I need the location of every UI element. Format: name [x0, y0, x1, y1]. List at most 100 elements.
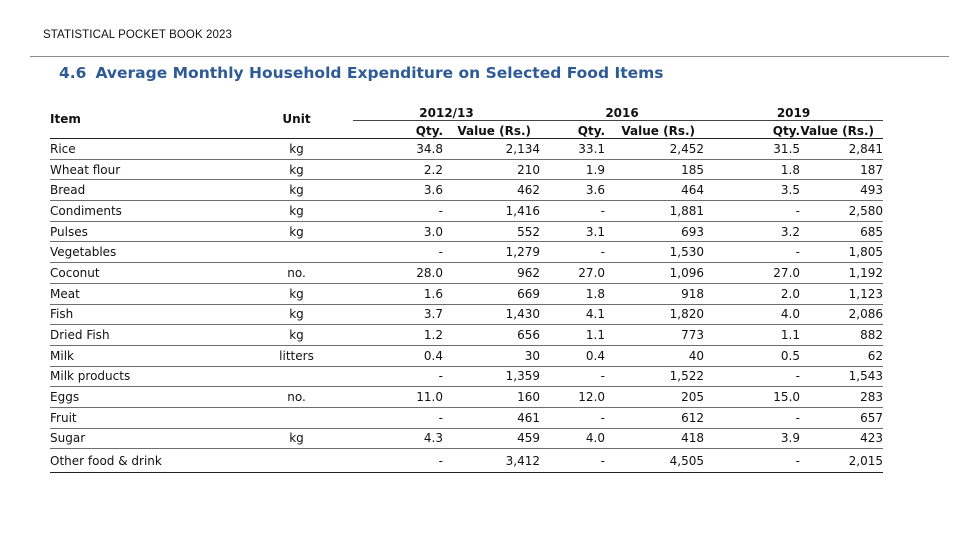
cell-qty-2019: 3.2 — [704, 221, 801, 243]
cell-value-2016: 40 — [605, 345, 705, 367]
table-row: Dried Fish kg 1.2 656 1.1 773 1.1 882 — [50, 324, 884, 346]
header-rule — [30, 56, 949, 57]
cell-qty-2012-13: 3.6 — [353, 179, 443, 202]
cell-item: Fish — [50, 304, 240, 326]
header-row-years: Item Unit 2012/13 2016 2019 — [50, 100, 884, 139]
cell-value-2016: 1,820 — [605, 304, 705, 326]
cell-value-2019: 1,805 — [800, 241, 884, 264]
cell-unit — [240, 366, 353, 388]
col-header-year-2012-13: 2012/13 — [353, 100, 541, 121]
cell-qty-2016: - — [540, 200, 606, 222]
cell-qty-2019: 3.9 — [704, 428, 801, 450]
cell-unit: kg — [240, 324, 353, 346]
cell-qty-2019: 2.0 — [704, 283, 801, 305]
cell-item: Milk — [50, 345, 240, 367]
cell-unit: kg — [240, 283, 353, 305]
expenditure-table: Item Unit 2012/13 2016 2019 Qty. Value (… — [50, 100, 884, 474]
cell-value-2019: 283 — [800, 386, 884, 408]
cell-value-2012-13: 2,134 — [443, 138, 541, 160]
cell-qty-2016: 12.0 — [540, 386, 606, 408]
cell-qty-2016: - — [540, 241, 606, 264]
cell-qty-2016: 3.1 — [540, 221, 606, 243]
cell-value-2012-13: 462 — [443, 179, 541, 202]
cell-qty-2012-13: 34.8 — [353, 138, 443, 160]
cell-qty-2019: 15.0 — [704, 386, 801, 408]
cell-qty-2012-13: 3.0 — [353, 221, 443, 243]
cell-value-2019: 62 — [800, 345, 884, 367]
col-header-year-2016: 2016 — [540, 100, 705, 121]
table-row: Fruit -461-612-657 — [50, 407, 884, 429]
cell-value-2012-13: 962 — [443, 262, 541, 284]
cell-qty-2016: - — [540, 448, 606, 474]
col-header-value: Value (Rs.) — [605, 120, 705, 139]
cell-item: Meat — [50, 283, 240, 305]
cell-unit — [240, 448, 353, 474]
cell-value-2016: 205 — [605, 386, 705, 408]
col-header-qty: Qty. — [704, 120, 801, 139]
section-title-text: Average Monthly Household Expenditure on… — [95, 64, 664, 82]
cell-value-2016: 773 — [605, 324, 705, 346]
cell-value-2016: 1,096 — [605, 262, 705, 284]
table-row: Pulses kg 3.0 552 3.1 693 3.2 685 — [50, 221, 884, 243]
cell-item: Vegetables — [50, 241, 240, 264]
cell-value-2012-13: 1,359 — [443, 366, 541, 388]
cell-item: Sugar — [50, 428, 240, 450]
header-row-subcolumns: Qty. Value (Rs.) Qty. Value (Rs.) Qty. V… — [50, 120, 884, 139]
cell-value-2019: 882 — [800, 324, 884, 346]
cell-qty-2012-13: 1.6 — [353, 283, 443, 305]
cell-qty-2019: 1.8 — [704, 159, 801, 181]
cell-qty-2016: 27.0 — [540, 262, 606, 284]
cell-qty-2016: 0.4 — [540, 345, 606, 367]
cell-qty-2012-13: - — [353, 366, 443, 388]
cell-qty-2019: - — [704, 448, 801, 474]
cell-qty-2019: 1.1 — [704, 324, 801, 346]
cell-item: Coconut — [50, 262, 240, 284]
cell-qty-2016: 33.1 — [540, 138, 606, 160]
table-row: Fish kg 3.7 1,430 4.1 1,820 4.0 2,086 — [50, 304, 884, 326]
cell-unit: kg — [240, 221, 353, 243]
cell-unit: kg — [240, 159, 353, 181]
cell-value-2016: 1,881 — [605, 200, 705, 222]
cell-unit: kg — [240, 179, 353, 202]
table-row: Milk products -1,359-1,522-1,543 — [50, 366, 884, 388]
cell-unit: kg — [240, 200, 353, 222]
cell-qty-2019: - — [704, 407, 801, 429]
cell-item: Fruit — [50, 407, 240, 429]
cell-unit: kg — [240, 138, 353, 160]
cell-value-2019: 2,841 — [800, 138, 884, 160]
cell-item: Rice — [50, 138, 240, 160]
col-header-value: Value (Rs.) — [443, 120, 541, 139]
cell-unit — [240, 241, 353, 264]
cell-qty-2012-13: 1.2 — [353, 324, 443, 346]
cell-qty-2019: 4.0 — [704, 304, 801, 326]
table-row: Eggs no. 11.0 160 12.0 205 15.0 283 — [50, 386, 884, 408]
cell-unit: kg — [240, 428, 353, 450]
cell-value-2019: 2,580 — [800, 200, 884, 222]
cell-value-2012-13: 3,412 — [443, 448, 541, 474]
cell-value-2016: 4,505 — [605, 448, 705, 474]
table-row: Meat kg 1.6 669 1.8 918 2.0 1,123 — [50, 283, 884, 305]
table-row: Milk litters 0.4 30 0.4 40 0.5 62 — [50, 345, 884, 367]
cell-qty-2012-13: - — [353, 200, 443, 222]
cell-qty-2012-13: 2.2 — [353, 159, 443, 181]
cell-value-2016: 464 — [605, 179, 705, 202]
table-row: Bread kg 3.6 462 3.6 464 3.5 493 — [50, 179, 884, 202]
col-header-value: Value (Rs.) — [800, 120, 884, 139]
cell-unit: no. — [240, 262, 353, 284]
cell-value-2016: 2,452 — [605, 138, 705, 160]
table-row: Sugar kg 4.3 459 4.0 418 3.9 423 — [50, 428, 884, 450]
section-number: 4.6 — [59, 64, 87, 82]
cell-qty-2016: - — [540, 366, 606, 388]
cell-item: Condiments — [50, 200, 240, 222]
cell-value-2019: 2,015 — [800, 448, 884, 474]
cell-item: Pulses — [50, 221, 240, 243]
cell-qty-2012-13: - — [353, 407, 443, 429]
cell-item: Milk products — [50, 366, 240, 388]
col-header-qty: Qty. — [540, 120, 606, 139]
cell-unit: litters — [240, 345, 353, 367]
cell-qty-2016: 4.0 — [540, 428, 606, 450]
cell-qty-2019: - — [704, 200, 801, 222]
cell-value-2012-13: 459 — [443, 428, 541, 450]
table-row: Condiments kg -1,416-1,881-2,580 — [50, 200, 884, 222]
cell-qty-2016: - — [540, 407, 606, 429]
